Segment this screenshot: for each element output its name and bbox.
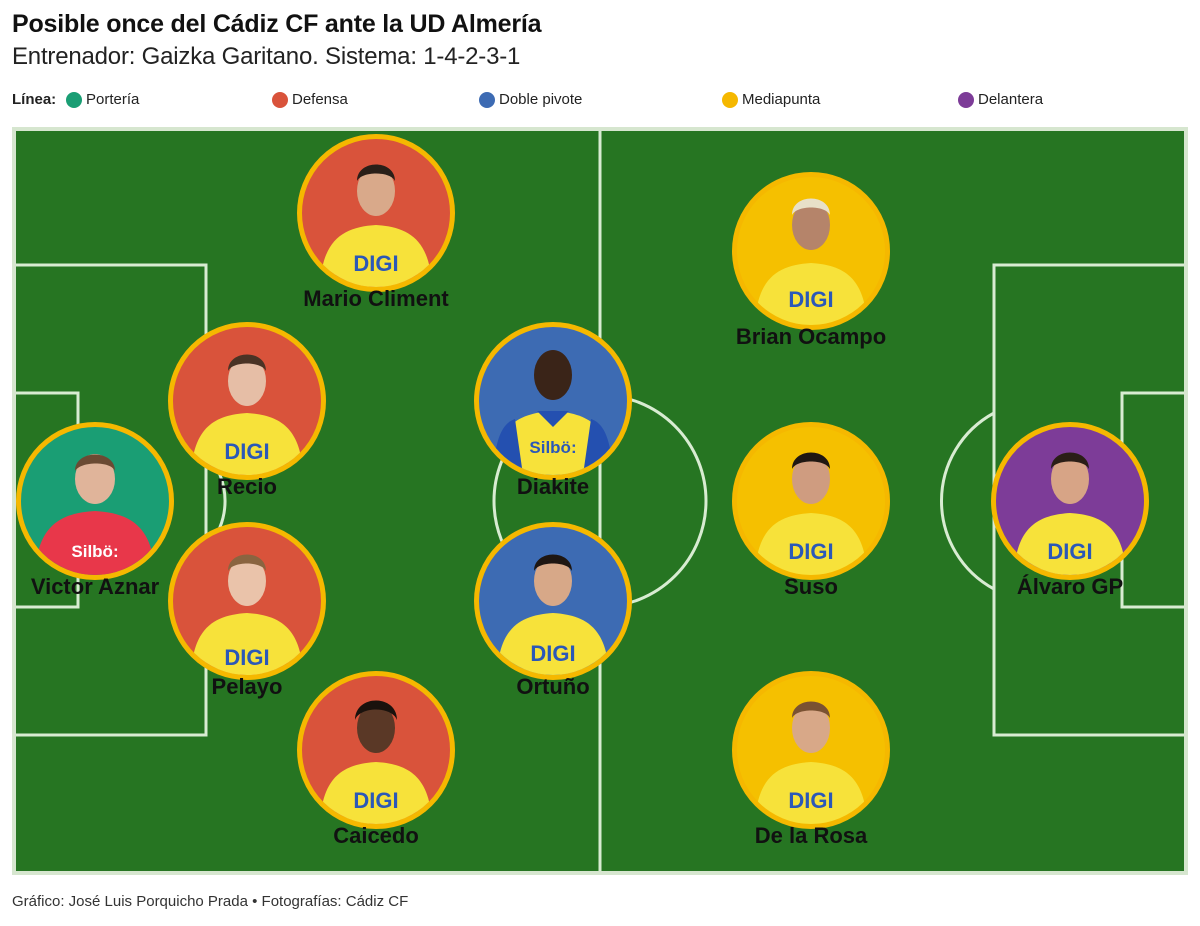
player-name: Ortuño (516, 674, 590, 699)
player-name: Pelayo (211, 674, 283, 699)
svg-text:Silbö:: Silbö: (529, 438, 576, 457)
player-silhouette-icon: DIGI (191, 554, 303, 675)
chart-title: Posible once del Cádiz CF ante la UD Alm… (12, 10, 542, 38)
player-silhouette-icon: DIGI (755, 452, 867, 575)
player-pelayo[interactable]: DIGI Pelayo (162, 522, 332, 700)
legend-label: Mediapunta (742, 91, 821, 108)
player-mario-climent[interactable]: DIGI Mario Climent (291, 134, 461, 312)
player-name: Álvaro GP (1016, 574, 1124, 599)
svg-text:DIGI: DIGI (788, 539, 833, 564)
footer-credit: Gráfico: José Luis Porquicho Prada • Fot… (12, 893, 409, 910)
player-victor-aznar[interactable]: Silbö: Victor Aznar (10, 422, 180, 600)
svg-text:DIGI: DIGI (224, 439, 269, 464)
player-photo: Silbö: (474, 322, 632, 480)
chart-subtitle: Entrenador: Gaizka Garitano. Sistema: 1-… (12, 43, 521, 70)
player-name: Brian Ocampo (735, 324, 887, 349)
legend-dot-icon (66, 91, 82, 108)
player-silhouette-icon: DIGI (320, 700, 432, 824)
legend-label: Delantera (978, 91, 1044, 108)
player-photo: DIGI (991, 422, 1149, 580)
legend-dot-icon (958, 91, 974, 108)
player-de-la-rosa[interactable]: DIGI De la Rosa (726, 671, 896, 849)
player-photo: DIGI (168, 522, 326, 680)
player-photo: Silbö: (16, 422, 174, 580)
legend-item-porteria: Portería (66, 91, 139, 108)
player-silhouette-icon: DIGI (320, 164, 432, 287)
player-name: Mario Climent (303, 286, 449, 311)
player-silhouette-icon: DIGI (497, 554, 609, 675)
legend-dot-icon (272, 91, 288, 108)
svg-text:DIGI: DIGI (353, 788, 398, 813)
player-suso[interactable]: DIGI Suso (726, 422, 896, 600)
legend-item-doble-pivote: Doble pivote (479, 91, 582, 108)
svg-text:DIGI: DIGI (788, 788, 833, 813)
player-photo: DIGI (297, 671, 455, 829)
legend-item-delantera: Delantera (958, 91, 1043, 108)
player-name: Victor Aznar (30, 574, 160, 599)
legend-label: Defensa (292, 91, 348, 108)
svg-text:DIGI: DIGI (530, 641, 575, 666)
legend-item-defensa: Defensa (272, 91, 348, 108)
svg-text:DIGI: DIGI (788, 287, 833, 312)
legend: Línea: Portería Defensa Doble pivote Med… (12, 89, 1192, 111)
player-silhouette-icon: Silbö: (493, 350, 613, 475)
player-photo: DIGI (732, 172, 890, 330)
player-brian-ocampo[interactable]: DIGI Brian Ocampo (726, 172, 896, 350)
player-name: De la Rosa (754, 823, 868, 848)
legend-heading: Línea: (12, 91, 57, 108)
player-photo: DIGI (732, 422, 890, 580)
football-pitch (16, 131, 1184, 871)
svg-text:DIGI: DIGI (1047, 539, 1092, 564)
player-silhouette-icon: DIGI (191, 354, 303, 475)
legend-label: Doble pivote (499, 91, 583, 108)
player-name: Diakite (516, 474, 590, 499)
player-name: Suso (784, 574, 838, 599)
player-photo: DIGI (732, 671, 890, 829)
legend-dot-icon (722, 91, 738, 108)
player-recio[interactable]: DIGI Recio (162, 322, 332, 500)
player-name: Recio (217, 474, 277, 499)
legend-dot-icon (479, 91, 495, 108)
legend-label: Portería (86, 91, 140, 108)
legend-item-mediapunta: Mediapunta (722, 91, 820, 108)
player-silhouette-icon: Silbö: (35, 454, 155, 575)
svg-text:DIGI: DIGI (224, 645, 269, 670)
player-photo: DIGI (297, 134, 455, 292)
player-diakite[interactable]: Silbö: Diakite (468, 322, 638, 500)
player-alvaro-gp[interactable]: DIGI Álvaro GP (985, 422, 1155, 600)
player-name: Caicedo (333, 823, 419, 848)
svg-text:DIGI: DIGI (353, 251, 398, 276)
player-silhouette-icon: DIGI (755, 198, 867, 325)
player-photo: DIGI (168, 322, 326, 480)
player-silhouette-icon: DIGI (1014, 452, 1126, 575)
player-ortuno[interactable]: DIGI Ortuño (468, 522, 638, 700)
player-silhouette-icon: DIGI (755, 701, 867, 824)
player-caicedo[interactable]: DIGI Caicedo (291, 671, 461, 849)
player-photo: DIGI (474, 522, 632, 680)
svg-text:Silbö:: Silbö: (71, 542, 118, 561)
